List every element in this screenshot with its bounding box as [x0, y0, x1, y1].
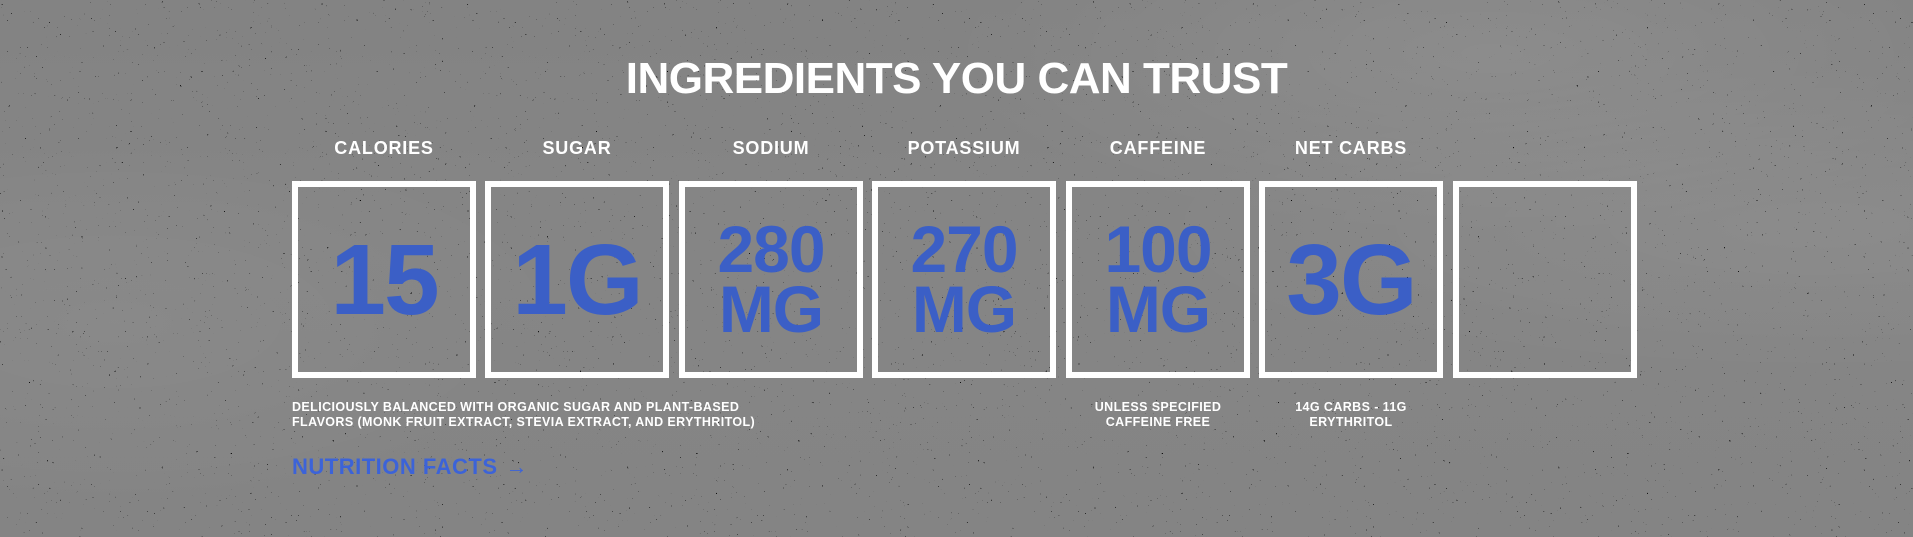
- section-title: INGREDIENTS YOU CAN TRUST: [625, 54, 1288, 103]
- stat-value-line: 15: [330, 223, 439, 336]
- column-header-calories: CALORIES: [334, 138, 434, 158]
- stat-box-sodium: 280 MG: [679, 181, 863, 378]
- nutrition-facts-link-label: NUTRITION FACTS: [292, 454, 498, 479]
- caffeine-footnote-line1: UNLESS SPECIFIED: [1094, 400, 1222, 414]
- stat-box-net-carbs: 3G: [1259, 181, 1443, 378]
- net-carbs-footnote-line2: ERYTHRITOL: [1309, 415, 1393, 429]
- net-carbs-footnote: 14G CARBS - 11G ERYTHRITOL: [1259, 400, 1443, 430]
- nutrition-facts-link[interactable]: NUTRITION FACTS →: [292, 456, 528, 478]
- column-header-potassium: POTASSIUM: [907, 138, 1021, 158]
- caffeine-footnote: UNLESS SPECIFIED CAFFEINE FREE: [1066, 400, 1250, 430]
- column-header-caffeine: CAFFEINE: [1109, 138, 1207, 158]
- stat-box-potassium: 270 MG: [872, 181, 1056, 378]
- net-carbs-footnote-line1: 14G CARBS - 11G: [1295, 400, 1407, 414]
- stat-value: 15: [330, 223, 439, 336]
- stat-value: 1G: [512, 223, 643, 336]
- stat-box-empty: [1453, 181, 1637, 378]
- sugar-footnote: DELICIOUSLY BALANCED WITH ORGANIC SUGAR …: [292, 400, 755, 430]
- stat-box-caffeine: 100 MG: [1066, 181, 1250, 378]
- sugar-footnote-line1: DELICIOUSLY BALANCED WITH ORGANIC SUGAR …: [292, 400, 740, 414]
- stat-value-line: 3G: [1286, 223, 1417, 336]
- column-header-sodium: SODIUM: [732, 138, 810, 158]
- stat-value: 3G: [1286, 223, 1417, 336]
- stat-unit-line: MG: [718, 271, 824, 346]
- stat-value: 280 MG: [717, 212, 825, 346]
- stat-value-line: 1G: [512, 223, 643, 336]
- stat-value-line: 270: [910, 212, 1018, 287]
- stat-value-line: 280: [717, 212, 825, 287]
- stat-unit-line: MG: [1105, 271, 1211, 346]
- column-header-sugar: SUGAR: [542, 138, 612, 158]
- stat-box-sugar: 1G: [485, 181, 669, 378]
- stat-value-line: 100: [1104, 212, 1212, 287]
- caffeine-footnote-line2: CAFFEINE FREE: [1105, 415, 1211, 429]
- stat-value: 270 MG: [910, 212, 1018, 346]
- stat-unit-line: MG: [911, 271, 1017, 346]
- arrow-right-icon: →: [505, 454, 528, 479]
- column-header-net-carbs: NET CARBS: [1294, 138, 1408, 158]
- stat-box-calories: 15: [292, 181, 476, 378]
- stat-value: 100 MG: [1104, 212, 1212, 346]
- sugar-footnote-line2: FLAVORS (MONK FRUIT EXTRACT, STEVIA EXTR…: [292, 415, 756, 429]
